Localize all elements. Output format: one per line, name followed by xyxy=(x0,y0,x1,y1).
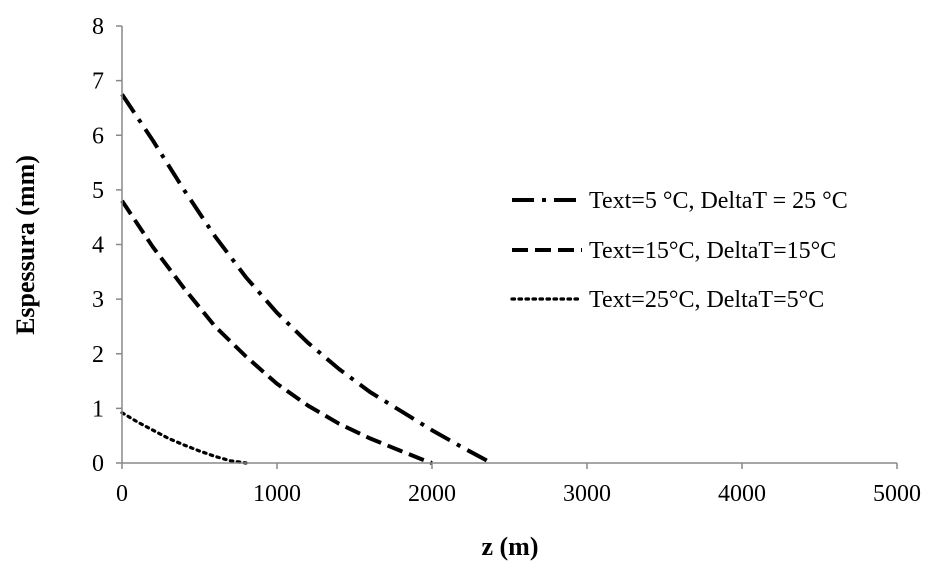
y-axis-title: Espessura (mm) xyxy=(11,155,40,335)
y-tick-label: 4 xyxy=(92,233,104,259)
y-tick-label: 2 xyxy=(92,342,104,368)
y-tick-label: 3 xyxy=(92,287,104,313)
legend-label-1: Text=5 °C, DeltaT = 25 °C xyxy=(589,188,848,214)
legend-label-3: Text=25°C, DeltaT=5°C xyxy=(589,287,824,313)
legend: Text=5 °C, DeltaT = 25 °C Text=15°C, Delt… xyxy=(510,188,848,313)
y-tick-label: 1 xyxy=(92,396,104,422)
series-line-3 xyxy=(120,411,248,465)
x-tick-label: 2000 xyxy=(408,481,456,507)
series-line-1 xyxy=(120,93,492,465)
plot-area xyxy=(120,93,492,465)
x-tick-label: 1000 xyxy=(253,481,301,507)
y-tick-label: 0 xyxy=(92,451,104,477)
legend-label-2: Text=15°C, DeltaT=15°C xyxy=(589,238,836,264)
axes: 0 1000 2000 3000 4000 5000 0 1 2 3 4 5 6 7 8 xyxy=(92,14,921,507)
y-tick-label: 8 xyxy=(92,14,104,40)
x-axis-title: z (m) xyxy=(481,532,538,561)
series-line-2 xyxy=(120,199,433,465)
x-tick-label: 3000 xyxy=(563,481,611,507)
x-tick-label: 5000 xyxy=(873,481,921,507)
y-tick-label: 5 xyxy=(92,178,104,204)
y-tick-label: 7 xyxy=(92,69,104,95)
x-tick-label: 4000 xyxy=(718,481,766,507)
y-tick-label: 6 xyxy=(92,123,104,149)
x-tick-label: 0 xyxy=(116,481,128,507)
